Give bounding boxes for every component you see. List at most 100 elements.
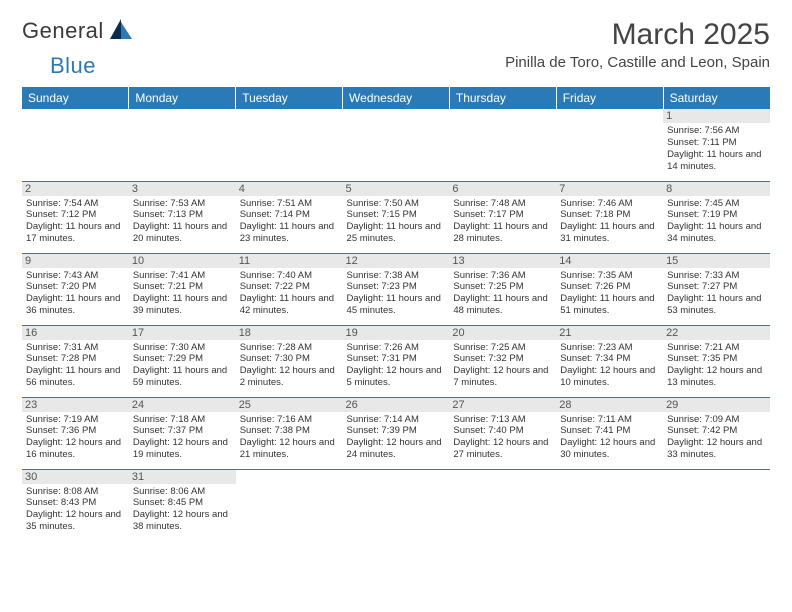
sunset-text: Sunset: 8:43 PM	[26, 497, 125, 509]
sunrise-text: Sunrise: 8:06 AM	[133, 486, 232, 498]
sunset-text: Sunset: 7:35 PM	[667, 353, 766, 365]
sunset-text: Sunset: 7:23 PM	[347, 281, 446, 293]
sunset-text: Sunset: 7:37 PM	[133, 425, 232, 437]
daylight-text: Daylight: 12 hours and 21 minutes.	[240, 437, 339, 461]
sunrise-text: Sunrise: 7:46 AM	[560, 198, 659, 210]
sunrise-text: Sunrise: 7:36 AM	[453, 270, 552, 282]
calendar-cell: 9Sunrise: 7:43 AMSunset: 7:20 PMDaylight…	[22, 253, 129, 325]
day-info: Sunrise: 7:36 AMSunset: 7:25 PMDaylight:…	[453, 270, 552, 318]
calendar-cell: 15 Sunrise: 7:33 AMSunset: 7:27 PMDayligh…	[663, 253, 770, 325]
day-number: 20	[449, 326, 556, 340]
calendar-cell	[556, 109, 663, 181]
day-info: Sunrise: 7:11 AMSunset: 7:41 PMDaylight:…	[560, 414, 659, 462]
sunset-text: Sunset: 7:42 PM	[667, 425, 766, 437]
calendar-row: 2Sunrise: 7:54 AMSunset: 7:12 PMDaylight…	[22, 181, 770, 253]
daylight-text: Daylight: 11 hours and 59 minutes.	[133, 365, 232, 389]
day-info: Sunrise: 7:45 AMSunset: 7:19 PMDaylight:…	[667, 198, 766, 246]
day-info: Sunrise: 7:21 AMSunset: 7:35 PMDaylight:…	[667, 342, 766, 390]
day-info: Sunrise: 7:53 AMSunset: 7:13 PMDaylight:…	[133, 198, 232, 246]
daylight-text: Daylight: 11 hours and 51 minutes.	[560, 293, 659, 317]
day-number: 23	[22, 398, 129, 412]
sail-icon	[110, 19, 132, 44]
calendar-cell	[129, 109, 236, 181]
calendar-cell	[22, 109, 129, 181]
sunrise-text: Sunrise: 7:16 AM	[240, 414, 339, 426]
calendar-row: 23 Sunrise: 7:19 AMSunset: 7:36 PMDayligh…	[22, 397, 770, 469]
calendar-cell: 22Sunrise: 7:21 AMSunset: 7:35 PMDayligh…	[663, 325, 770, 397]
sunset-text: Sunset: 7:13 PM	[133, 209, 232, 221]
calendar-cell: 2Sunrise: 7:54 AMSunset: 7:12 PMDaylight…	[22, 181, 129, 253]
daylight-text: Daylight: 11 hours and 17 minutes.	[26, 221, 125, 245]
day-header: Saturday	[663, 87, 770, 109]
sunset-text: Sunset: 7:32 PM	[453, 353, 552, 365]
calendar-cell: 16Sunrise: 7:31 AMSunset: 7:28 PMDayligh…	[22, 325, 129, 397]
calendar-body: 1Sunrise: 7:56 AMSunset: 7:11 PMDaylight…	[22, 109, 770, 541]
calendar-cell: 31Sunrise: 8:06 AMSunset: 8:45 PMDayligh…	[129, 469, 236, 541]
daylight-text: Daylight: 12 hours and 27 minutes.	[453, 437, 552, 461]
day-number: 16	[22, 326, 129, 340]
calendar-cell: 17Sunrise: 7:30 AMSunset: 7:29 PMDayligh…	[129, 325, 236, 397]
day-info: Sunrise: 7:16 AMSunset: 7:38 PMDaylight:…	[240, 414, 339, 462]
sunset-text: Sunset: 7:30 PM	[240, 353, 339, 365]
daylight-text: Daylight: 12 hours and 35 minutes.	[26, 509, 125, 533]
daylight-text: Daylight: 12 hours and 24 minutes.	[347, 437, 446, 461]
day-info: Sunrise: 7:46 AMSunset: 7:18 PMDaylight:…	[560, 198, 659, 246]
sunset-text: Sunset: 7:20 PM	[26, 281, 125, 293]
sunset-text: Sunset: 7:11 PM	[667, 137, 766, 149]
sunrise-text: Sunrise: 8:08 AM	[26, 486, 125, 498]
calendar-cell: 23 Sunrise: 7:19 AMSunset: 7:36 PMDayligh…	[22, 397, 129, 469]
day-number: 5	[343, 182, 450, 196]
day-number: 15	[663, 254, 770, 268]
calendar-cell: 3Sunrise: 7:53 AMSunset: 7:13 PMDaylight…	[129, 181, 236, 253]
sunset-text: Sunset: 7:18 PM	[560, 209, 659, 221]
sunset-text: Sunset: 7:14 PM	[240, 209, 339, 221]
calendar-cell	[449, 469, 556, 541]
day-number: 11	[236, 254, 343, 268]
day-number: 31	[129, 470, 236, 484]
day-number: 17	[129, 326, 236, 340]
daylight-text: Daylight: 11 hours and 42 minutes.	[240, 293, 339, 317]
day-info: Sunrise: 7:40 AMSunset: 7:22 PMDaylight:…	[240, 270, 339, 318]
calendar-cell: 7Sunrise: 7:46 AMSunset: 7:18 PMDaylight…	[556, 181, 663, 253]
day-header: Friday	[556, 87, 663, 109]
day-info: Sunrise: 7:33 AMSunset: 7:27 PMDaylight:…	[667, 270, 766, 318]
sunrise-text: Sunrise: 7:18 AM	[133, 414, 232, 426]
day-number: 2	[22, 182, 129, 196]
daylight-text: Daylight: 12 hours and 5 minutes.	[347, 365, 446, 389]
sunrise-text: Sunrise: 7:33 AM	[667, 270, 766, 282]
sunrise-text: Sunrise: 7:21 AM	[667, 342, 766, 354]
daylight-text: Daylight: 12 hours and 10 minutes.	[560, 365, 659, 389]
calendar-row: 9Sunrise: 7:43 AMSunset: 7:20 PMDaylight…	[22, 253, 770, 325]
day-number: 28	[556, 398, 663, 412]
day-number: 29	[663, 398, 770, 412]
daylight-text: Daylight: 11 hours and 45 minutes.	[347, 293, 446, 317]
day-info: Sunrise: 7:19 AMSunset: 7:36 PMDaylight:…	[26, 414, 125, 462]
sunrise-text: Sunrise: 7:54 AM	[26, 198, 125, 210]
month-title: March 2025	[505, 18, 770, 52]
day-info: Sunrise: 7:35 AMSunset: 7:26 PMDaylight:…	[560, 270, 659, 318]
sunset-text: Sunset: 8:45 PM	[133, 497, 232, 509]
day-number: 12	[343, 254, 450, 268]
sunrise-text: Sunrise: 7:14 AM	[347, 414, 446, 426]
sunrise-text: Sunrise: 7:11 AM	[560, 414, 659, 426]
daylight-text: Daylight: 11 hours and 56 minutes.	[26, 365, 125, 389]
day-info: Sunrise: 7:41 AMSunset: 7:21 PMDaylight:…	[133, 270, 232, 318]
day-number: 18	[236, 326, 343, 340]
sunset-text: Sunset: 7:31 PM	[347, 353, 446, 365]
daylight-text: Daylight: 12 hours and 13 minutes.	[667, 365, 766, 389]
sunrise-text: Sunrise: 7:53 AM	[133, 198, 232, 210]
calendar-cell: 26Sunrise: 7:14 AMSunset: 7:39 PMDayligh…	[343, 397, 450, 469]
calendar-cell	[556, 469, 663, 541]
calendar-cell	[236, 109, 343, 181]
calendar-cell	[343, 109, 450, 181]
day-info: Sunrise: 7:28 AMSunset: 7:30 PMDaylight:…	[240, 342, 339, 390]
calendar-cell: 4Sunrise: 7:51 AMSunset: 7:14 PMDaylight…	[236, 181, 343, 253]
day-header-row: Sunday Monday Tuesday Wednesday Thursday…	[22, 87, 770, 109]
day-info: Sunrise: 7:56 AMSunset: 7:11 PMDaylight:…	[667, 125, 766, 173]
day-number: 24	[129, 398, 236, 412]
daylight-text: Daylight: 12 hours and 30 minutes.	[560, 437, 659, 461]
day-info: Sunrise: 7:09 AMSunset: 7:42 PMDaylight:…	[667, 414, 766, 462]
sunset-text: Sunset: 7:17 PM	[453, 209, 552, 221]
sunrise-text: Sunrise: 7:26 AM	[347, 342, 446, 354]
sunrise-text: Sunrise: 7:50 AM	[347, 198, 446, 210]
